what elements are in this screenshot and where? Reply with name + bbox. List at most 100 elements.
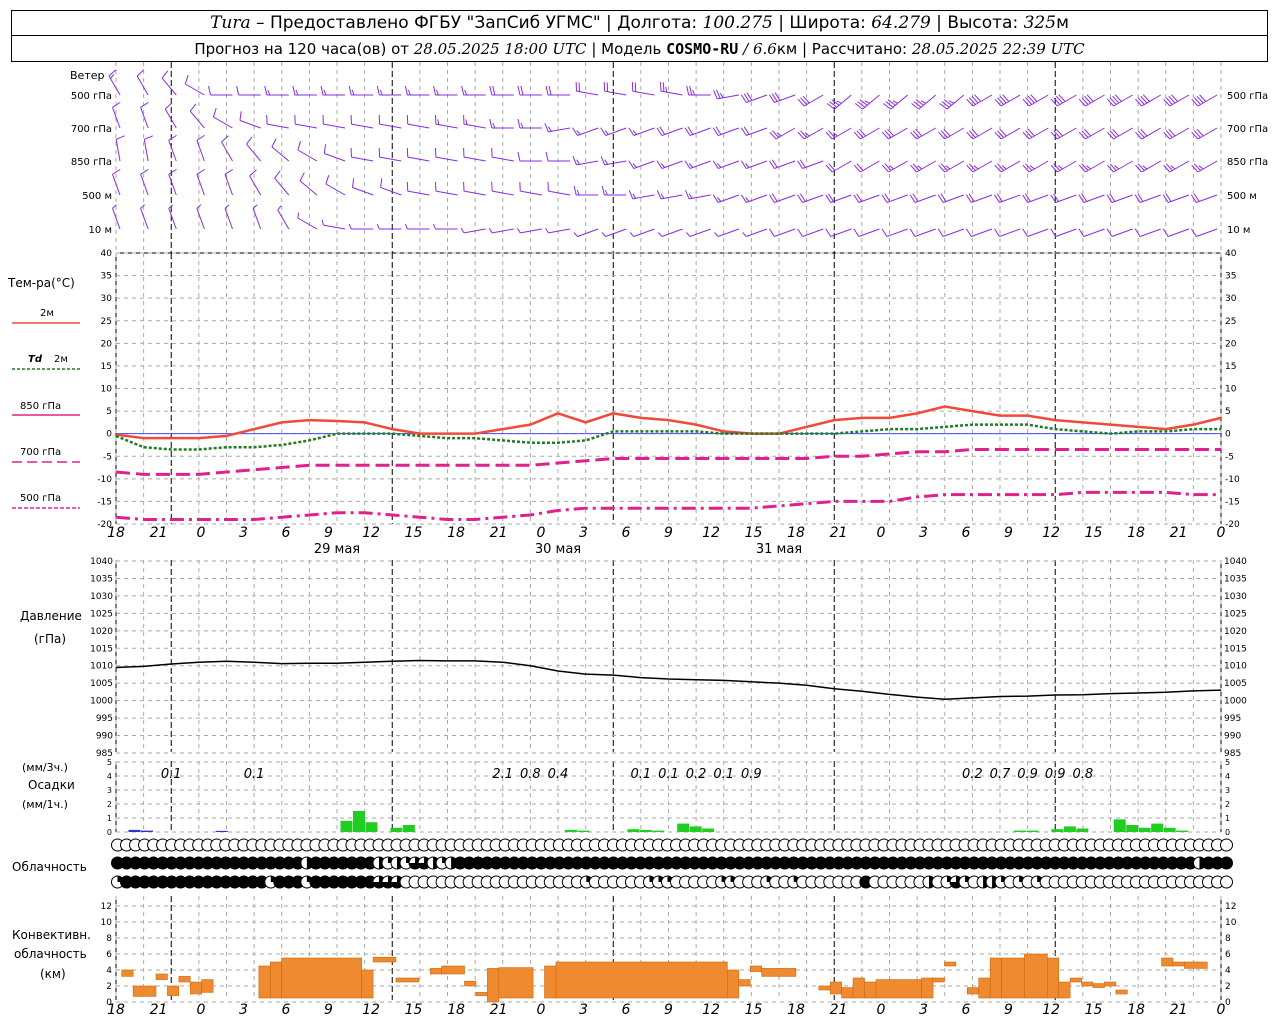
precip-3h-label: 2.1: [492, 767, 513, 782]
conv-tick-right: 6: [1225, 950, 1231, 960]
conv-cloud-bar: [281, 957, 362, 999]
wind-barb: [1162, 193, 1190, 203]
wind-barb: [224, 168, 234, 196]
wind-barb: [994, 94, 1021, 107]
pressure-tick-right: 1015: [1224, 644, 1247, 654]
alt-value: 325: [1023, 13, 1057, 33]
wind-barb: [825, 228, 852, 237]
wind-barb: [714, 228, 739, 237]
pressure-tick-left: 1015: [90, 644, 113, 654]
temp-tick-right: 35: [1225, 272, 1236, 282]
conv-title-2: облачность: [14, 947, 87, 961]
wind-barb: [196, 204, 205, 230]
wind-barb: [406, 114, 430, 129]
wind-barb: [1163, 94, 1190, 107]
wind-barb: [1106, 228, 1133, 237]
lon-label: Долгота:: [617, 13, 698, 33]
conv-cloud-bar: [1081, 981, 1094, 987]
wind-barb: [271, 138, 290, 162]
wind-barb: [112, 204, 121, 230]
conv-cloud-bar: [1001, 957, 1025, 999]
hour-tick-label: 6: [622, 1002, 631, 1018]
conv-tick-left: 4: [106, 966, 112, 976]
conv-cloud-bar: [544, 965, 557, 999]
temp-tick-left: 35: [101, 272, 112, 282]
model-resolution: 6.6: [752, 40, 777, 58]
temp-tick-left: -5: [103, 452, 112, 462]
provider: Предоставлено ФГБУ "ЗапСиб УГМС": [269, 13, 601, 33]
temp-tick-right: 0: [1225, 430, 1231, 440]
temp-tick-left: -20: [97, 520, 112, 530]
hour-tick-label: 18: [447, 1002, 465, 1018]
legend-850-label: 850 гПа: [20, 401, 61, 412]
precip-tick-right: 0: [1225, 828, 1230, 837]
wind-barb: [168, 168, 177, 196]
wind-barb: [112, 168, 121, 196]
precip-bar: [1163, 827, 1176, 832]
conv-tick-left: 8: [106, 934, 112, 944]
wind-barb: [1191, 160, 1218, 173]
wind-barb: [274, 170, 290, 196]
forecast-start: 28.05.2025 18:00 UTC: [413, 40, 587, 58]
wind-barb: [629, 228, 655, 237]
wind-barb: [600, 127, 627, 136]
wind-barb: [547, 181, 571, 196]
wind-barb: [881, 160, 908, 173]
conv-cloud-bar: [1047, 957, 1060, 999]
temp-tick-left: 10: [101, 385, 113, 395]
conv-cloud-bar: [1184, 961, 1208, 969]
precip-3h-label: 0.4: [548, 767, 569, 782]
legend-500-label: 500 гПа: [20, 493, 61, 504]
conv-cloud-bar: [749, 965, 762, 972]
pressure-tick-right: 1005: [1224, 679, 1247, 689]
hour-tick-label: 3: [579, 525, 588, 541]
wind-barb: [404, 223, 430, 230]
hour-tick-label: 12: [702, 1002, 720, 1018]
wind-barb: [1163, 160, 1190, 173]
conv-cloud-bar: [818, 985, 831, 991]
wind-barb: [545, 151, 571, 162]
hour-tick-label: 9: [1004, 525, 1013, 541]
model-name: COSMO-RU: [666, 40, 739, 58]
conv-cloud-bar: [429, 968, 442, 975]
precip-3h-label: 0.2: [686, 767, 707, 782]
forecast-prefix: Прогноз на 120 часа(ов) от: [194, 40, 409, 58]
conv-tick-left: 6: [106, 950, 112, 960]
temp-tick-right: 25: [1225, 317, 1236, 327]
conv-tick-left: 0: [106, 998, 112, 1008]
conv-cloud-bar: [121, 969, 134, 977]
hour-tick-label: 18: [107, 1002, 125, 1018]
wind-barb: [434, 147, 458, 162]
conv-cloud-bar: [464, 980, 477, 987]
precip-unit-3h: (мм/3ч.): [22, 761, 68, 774]
wind-level-label-right: 500 м: [1227, 191, 1257, 202]
conv-cloud-bar: [1161, 957, 1174, 967]
wind-level-label-left: 10 м: [89, 225, 112, 236]
wind-barb: [1022, 193, 1049, 203]
pressure-tick-left: 985: [96, 749, 113, 759]
temp-tick-right: -15: [1225, 497, 1240, 507]
wind-barb: [797, 159, 824, 169]
hour-tick-label: 0: [197, 525, 206, 541]
conv-cloud-bar: [178, 976, 191, 983]
wind-barb: [965, 193, 993, 203]
precip-bar: [365, 822, 378, 832]
pressure-tick-left: 1020: [90, 627, 113, 637]
wind-barb: [628, 127, 655, 136]
precip-tick-left: 0: [107, 828, 112, 837]
wind-barb: [600, 156, 627, 166]
temp-tick-right: 10: [1225, 385, 1237, 395]
wind-barb: [264, 85, 289, 96]
precip-bar: [1151, 823, 1164, 832]
precip-bar: [677, 823, 690, 832]
cloud-low-symbol: [372, 875, 386, 889]
wind-barb: [628, 160, 655, 169]
wind-barb: [797, 127, 824, 140]
pressure-tick-right: 1010: [1224, 662, 1247, 672]
wind-barb: [684, 160, 711, 169]
wind-barb: [376, 223, 402, 230]
precip-bar: [702, 828, 715, 832]
conv-tick-left: 2: [106, 982, 112, 992]
conv-cloud-bar: [189, 981, 203, 995]
wind-barb: [740, 92, 768, 103]
